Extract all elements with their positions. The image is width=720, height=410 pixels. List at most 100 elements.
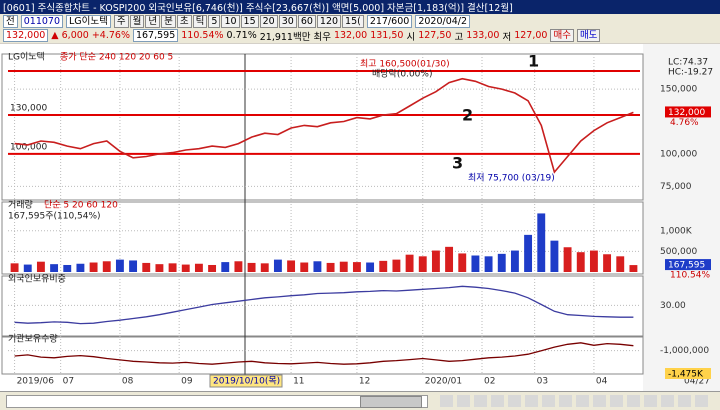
volume-bar [260,263,269,272]
scroll-thumb[interactable] [360,396,422,408]
rate-label: 110.54% [670,271,710,281]
volume-bar [63,264,72,272]
tool-icons[interactable] [440,395,710,407]
volume-bar [418,256,427,272]
panel-frame [1,275,644,338]
x-tick-label: 08 [122,377,134,387]
panel-frame [1,335,644,375]
period-button[interactable]: 년 [145,14,161,28]
scroll-track [6,395,428,408]
level-marker: 1 [528,51,539,70]
panel-title: 기관보유수량 [8,333,58,345]
panel-frame [1,201,644,275]
volume-bar [23,264,32,272]
volume-bar [524,234,533,272]
x-tick-label: 2020/01 [425,377,462,387]
x-tick-label: 04 [596,377,608,387]
volume-bar [221,262,230,272]
open-label: 시 [406,31,416,43]
volume-bar [168,263,177,272]
x-tick-label: 12 [359,377,370,387]
panel-frame [1,53,644,201]
series-line [14,285,634,325]
panel-subtitle: 종가 단순 240 120 20 60 5 [60,52,173,63]
volume-bar [458,253,467,272]
volume-bar [102,261,111,272]
volume-bar [589,250,598,272]
panel-title: 거래량 [8,199,33,211]
volume-rate: 110.54% [181,30,224,41]
volume-bar [10,263,19,272]
change-value: 6,000 [61,30,89,41]
price: 132,000 [3,29,49,42]
name-field[interactable]: LG이노텍 [66,14,111,28]
quote-row: 132,000 ▲ 6,000 +4.76% 167,595 110.54% 0… [0,28,720,43]
volume-bar [142,262,151,272]
period-button[interactable]: 분 [161,14,176,28]
y-tick-label: 500,000 [660,247,697,257]
volume-bar [431,250,440,272]
series-line [14,77,634,174]
last-value-label: 167,595 [668,261,705,271]
count-field[interactable]: 217/600 [366,14,413,28]
buy-button[interactable]: 매수 [550,29,574,42]
y-tick-label: 30.00 [660,301,686,311]
period-button[interactable]: 120 [316,14,342,28]
level-label: 100,000 [10,142,47,152]
volume-bar [287,260,296,272]
low-label: 저 [502,31,512,43]
period-button[interactable]: 10 [221,14,240,28]
volume-bar [194,263,203,272]
y-tick-label: 75,000 [660,182,692,192]
title-bar: [0601] 주식종합차트 - KOSPI200 외국인보유[6,746(천)]… [0,0,720,14]
period-button[interactable]: 월 [129,14,145,28]
period-button[interactable]: 틱 [192,14,208,28]
toolbar: 전 011070 LG이노텍 주 월 년 분 초 틱 5 10 15 20 30 60 120 15( 2… [0,14,720,28]
turnover: 0.71% [226,30,257,41]
volume-bar [576,252,585,272]
date-field[interactable]: 2020/04/2 [415,14,471,28]
volume-bar [379,260,388,272]
period-button[interactable]: 주 [113,14,129,28]
last-value-label: 132,000 [668,108,705,118]
volume-bar [89,262,98,272]
period-button[interactable]: 15( [342,14,364,28]
volume-bar [273,259,282,272]
volume-bar [50,264,59,272]
volume-bar [405,254,414,272]
market-select[interactable]: 전 [3,14,18,28]
period-button[interactable]: 15 [240,14,259,28]
panel-info: 167,595주(110,54%) [8,211,101,222]
period-button[interactable]: 30 [278,14,297,28]
x-tick-label: 07 [63,377,74,387]
code-input[interactable]: 011070 [20,14,64,28]
last-value-label: -1,475K [668,370,704,380]
period-button[interactable]: 초 [176,14,192,28]
y-tick-label: 100,000 [660,149,697,159]
volume-bar [510,250,519,272]
period-button[interactable]: 60 [297,14,316,28]
open: 127,50 [418,30,452,41]
volume-bar [563,247,572,272]
high-label: 고 [454,31,464,43]
x-tick-label: 03 [537,377,548,387]
period-button[interactable]: 5 [208,14,221,28]
x-tick-label: 2019/10/10(목) [213,376,280,387]
volume-bar [603,254,612,272]
level-label: 130,000 [10,104,47,114]
annotation: 배당락(0.00%) [372,68,432,80]
volume-bar [339,261,348,272]
series-line [14,342,634,365]
low: 127,00 [514,30,548,41]
volume-bar [471,255,480,272]
period-button[interactable]: 20 [259,14,278,28]
sell-button[interactable]: 매도 [576,29,601,42]
volume-bar [247,262,256,272]
annotation: 최저 75,700 (03/19) [468,173,555,184]
scrollbar[interactable] [0,391,720,410]
x-tick-label: 11 [293,377,304,387]
panel-title: LG이노텍 [8,52,45,63]
x-tick-label: 02 [484,377,495,387]
level-marker: 3 [452,153,463,172]
